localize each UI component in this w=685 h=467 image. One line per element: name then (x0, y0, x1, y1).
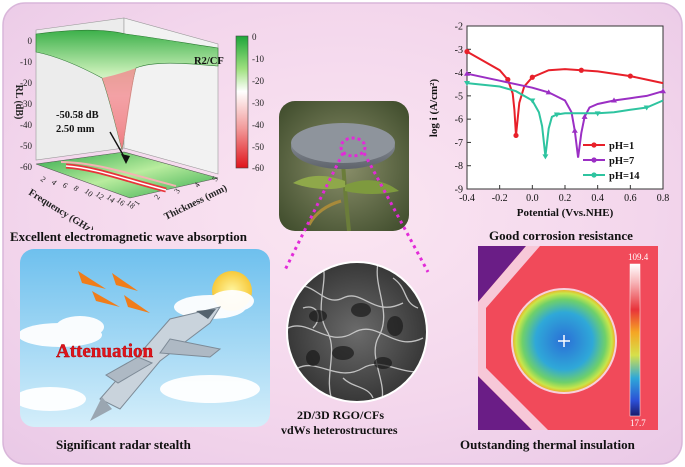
structure-caption-line2: vdWs heterostructures (281, 423, 398, 437)
colorbar (235, 35, 249, 169)
legend-marker (591, 172, 597, 178)
stealth-jet-icon (90, 306, 222, 421)
thickness-tick: 4 (192, 181, 202, 189)
series-point-1 (581, 113, 588, 119)
series-point-2 (594, 111, 601, 117)
freq-tick: 8 (72, 184, 81, 193)
thickness-tick: 1 (132, 199, 142, 207)
series-point-1 (571, 127, 578, 133)
z-axis-label: RL (dB) (13, 85, 24, 120)
z-tick: -40 (20, 120, 32, 130)
thermal-colorscale (629, 263, 641, 417)
freq-tick: 2 (39, 175, 48, 184)
z-tick: -20 (20, 78, 32, 88)
em-absorption-surface-plot: 0 -10 -20 -30 -40 -50 -60 RL (dB) 2 4 6 … (13, 17, 264, 230)
colorbar-tick: -30 (252, 98, 264, 108)
radar-stealth-illustration: Attenuation (20, 249, 270, 427)
min-rl-thickness: 2.50 mm (56, 124, 95, 135)
y-tick-label: -8 (455, 161, 463, 172)
legend-label: pH=1 (609, 141, 634, 152)
plot-area (466, 25, 664, 190)
z-tick: -30 (20, 99, 32, 109)
material-label: R2/CF (194, 56, 224, 67)
corrosion-y-axis-label: log i (A/cm²) (428, 79, 440, 138)
y-tick-label: -5 (455, 91, 463, 102)
series-point-0 (464, 49, 470, 55)
z-tick: 0 (28, 36, 33, 46)
structure-caption-line1: 2D/3D RGO/CFs (297, 408, 384, 422)
legend-marker (591, 142, 597, 148)
colorbar-tick: -40 (252, 120, 264, 130)
corrosion-x-axis-label: Potential (Vvs.NHE) (517, 207, 614, 219)
series-point-2 (464, 81, 470, 87)
x-tick-label: 0.6 (624, 193, 637, 204)
y-tick-label: -9 (455, 185, 463, 196)
series-point-1 (611, 97, 617, 103)
thickness-tick: 2 (152, 193, 162, 201)
freq-tick: 12 (94, 190, 106, 202)
x-tick-label: 0.2 (559, 193, 572, 204)
legend-label: pH=14 (609, 171, 640, 182)
sem-micrograph (286, 261, 428, 403)
crosshair-icon (558, 335, 570, 347)
series-line-1 (466, 72, 664, 158)
legend-label: pH=7 (609, 156, 634, 167)
y-tick-label: -2 (455, 22, 463, 33)
series-point-2 (542, 154, 549, 160)
x-tick-label: 0.8 (657, 193, 670, 204)
series-point-1 (464, 70, 470, 76)
series-point-0 (627, 73, 633, 79)
thickness-tick: 5 (210, 175, 220, 183)
colorbar-tick: -60 (252, 163, 264, 173)
x-tick-label: -0.2 (492, 193, 508, 204)
attenuation-label: Attenuation (56, 341, 154, 362)
z-tick: -60 (20, 162, 32, 172)
colorbar-tick: -20 (252, 76, 264, 86)
series-point-0 (513, 132, 519, 139)
freq-tick: 10 (83, 187, 95, 199)
series-point-1 (545, 89, 552, 95)
thermal-scale-min: 17.7 (630, 418, 646, 428)
freq-tick: 6 (61, 181, 70, 190)
y-tick-label: -7 (455, 138, 463, 149)
z-tick: -10 (20, 57, 32, 67)
z-tick: -50 (20, 141, 32, 151)
series-point-2 (643, 105, 650, 111)
x-tick-label: -0.4 (459, 193, 475, 204)
x-tick-label: 0.0 (526, 193, 539, 204)
colorbar-tick: -50 (252, 142, 264, 152)
series-point-0 (505, 76, 511, 83)
legend-marker (591, 157, 597, 163)
thermal-caption: Outstanding thermal insulation (460, 437, 635, 452)
colorbar-tick: -10 (252, 54, 264, 64)
series-point-0 (578, 67, 584, 73)
x-tick-label: 0.4 (591, 193, 604, 204)
freq-tick: 4 (50, 178, 59, 187)
thermal-scale-max: 109.4 (628, 252, 649, 262)
freq-tick: 16 (115, 196, 127, 208)
freq-tick: 14 (105, 193, 117, 205)
thickness-tick: 3 (172, 187, 182, 195)
corrosion-polarization-chart: -2 -3 -4 -5 -6 -7 -8 -9 -0.4 -0.2 0.0 0.2 0.4 0.6 0.8… (428, 22, 670, 220)
y-tick-label: -3 (455, 45, 463, 56)
series-line-2 (466, 82, 664, 157)
colorbar-tick: 0 (252, 32, 257, 42)
radar-caption: Significant radar stealth (56, 437, 191, 452)
y-tick-label: -4 (455, 68, 463, 79)
y-tick-label: -6 (455, 115, 463, 126)
freq-tick: 18 (125, 199, 137, 211)
em-absorption-caption: Excellent electromagnetic wave absorptio… (10, 229, 247, 244)
radar-wave-icon (78, 271, 150, 313)
series-point-2 (529, 98, 536, 104)
thermal-image: 109.4 17.7 (478, 246, 658, 430)
series-point-2 (553, 112, 560, 118)
min-rl-value: -50.58 dB (56, 110, 99, 121)
series-point-1 (660, 88, 666, 94)
series-point-0 (529, 74, 535, 80)
corrosion-caption: Good corrosion resistance (489, 228, 633, 243)
